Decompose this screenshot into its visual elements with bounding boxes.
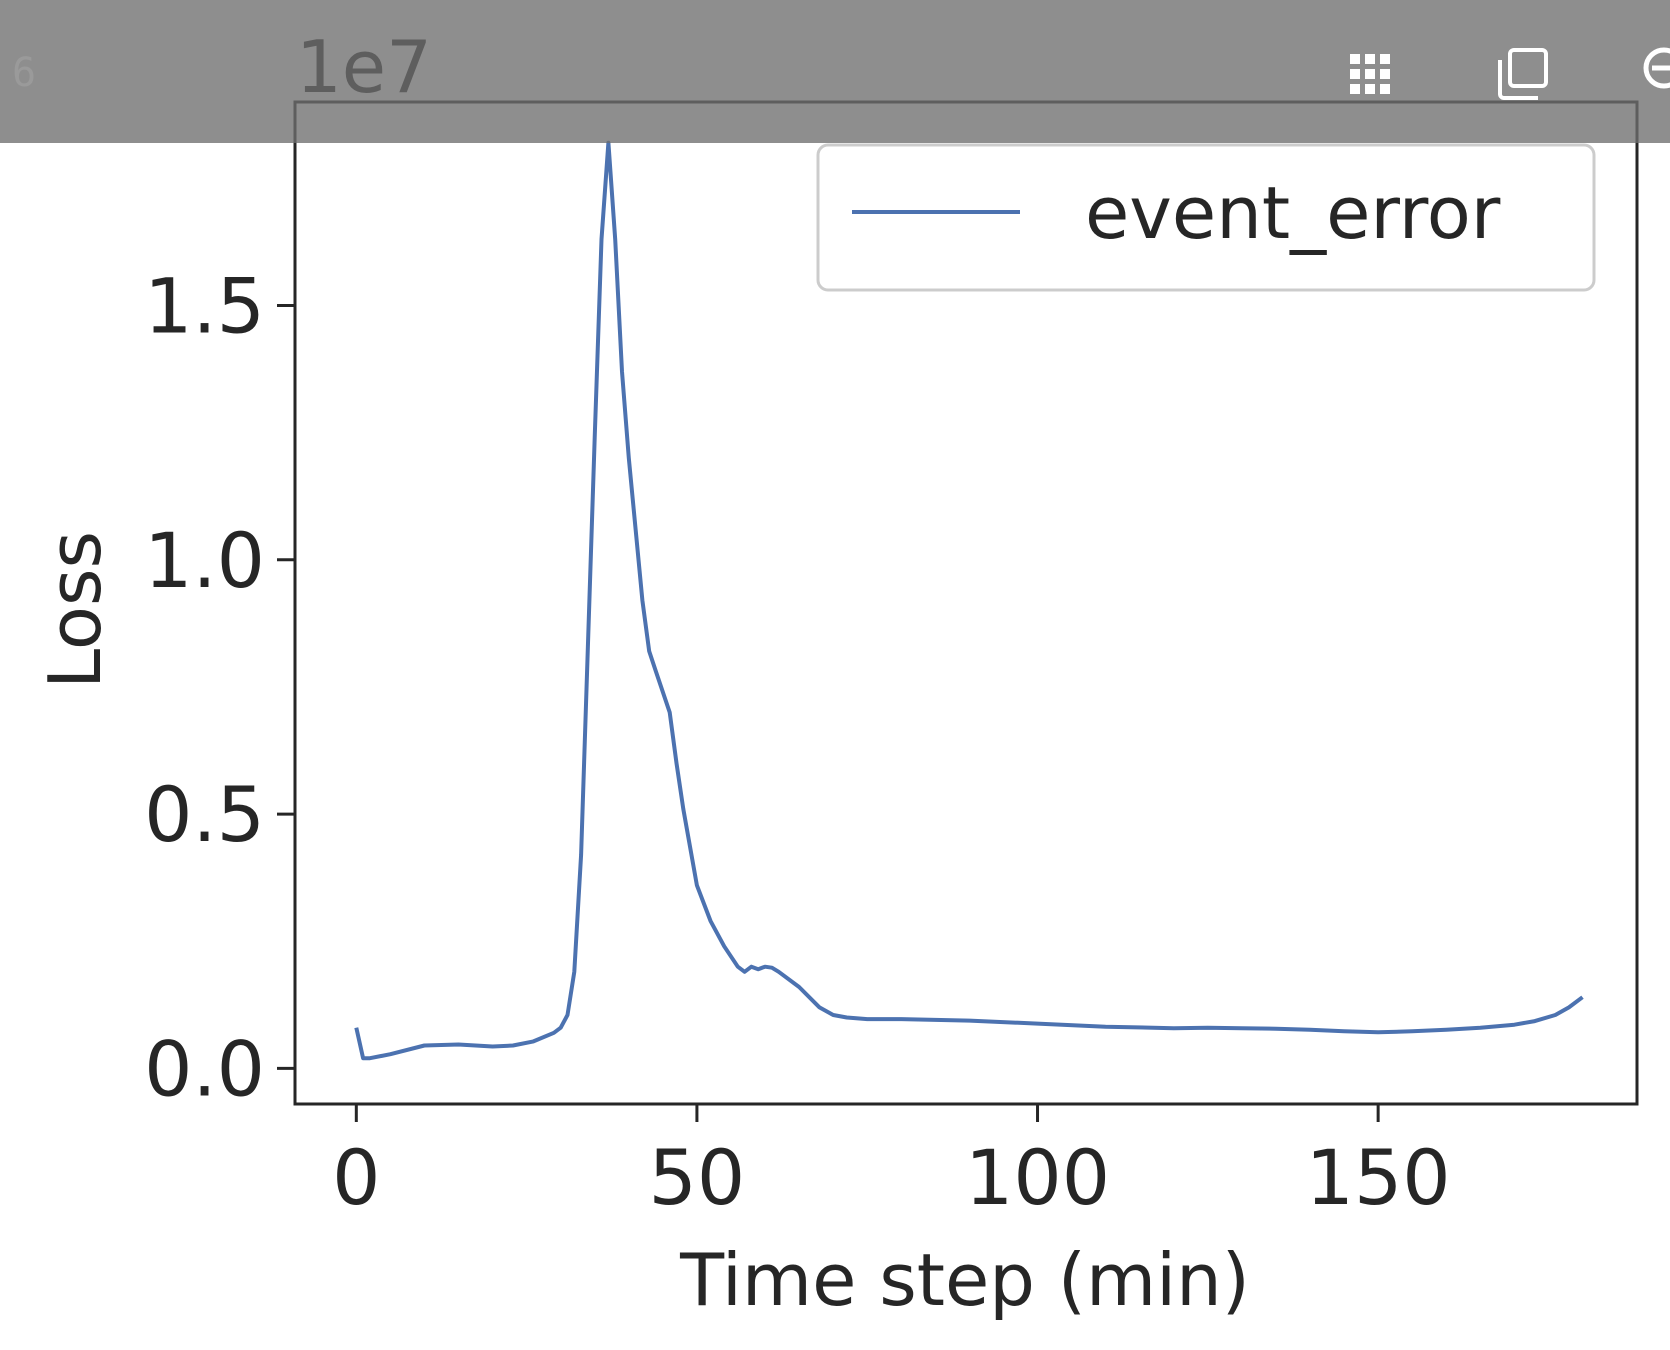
y-tick-label: 1.5 [144,261,265,350]
y-axis-label: Loss [33,531,117,689]
zoom-icon[interactable] [1638,46,1670,96]
copy-icon[interactable] [1494,46,1550,102]
series-line-event-error [354,140,1584,1061]
legend-box [816,143,1596,292]
y-tick-label: 0.5 [144,770,265,859]
x-tick-label: 100 [965,1133,1110,1222]
x-axis-label: Time step (min) [679,1238,1250,1322]
x-tick-label: 50 [649,1133,746,1222]
x-tick-label: 150 [1306,1133,1451,1222]
notebook-cell-toolbar: 6 [0,0,1670,143]
legend: event_error [816,143,1596,292]
y-axis-ticks: 0.0 0.5 1.0 1.5 [144,261,295,1113]
grid-icon[interactable] [1348,52,1392,96]
cell-number: 6 [12,50,37,96]
series-layer [354,140,1584,1061]
x-tick-label: 0 [332,1133,380,1222]
x-axis-ticks: 0 50 100 150 [332,1104,1451,1222]
legend-label-event-error: event_error [1085,171,1501,255]
y-tick-label: 1.0 [144,516,265,605]
y-tick-label: 0.0 [144,1024,265,1113]
